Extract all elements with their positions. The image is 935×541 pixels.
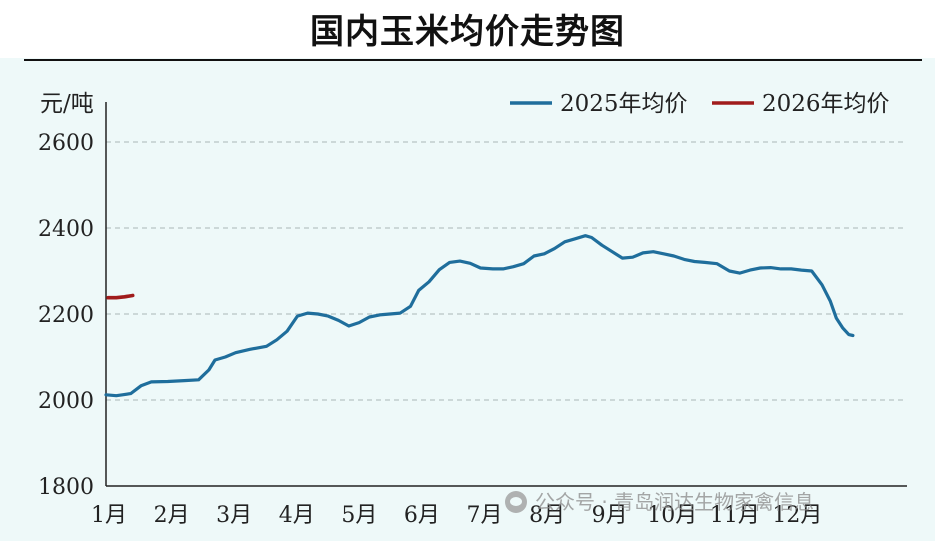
- y-tick-label: 2200: [38, 303, 94, 328]
- title-band: [0, 0, 935, 58]
- y-tick-label: 1800: [38, 475, 94, 500]
- x-tick-label: 11月: [710, 503, 760, 528]
- x-tick-label: 12月: [772, 503, 822, 528]
- legend-label: 2026年均价: [762, 91, 890, 117]
- legend-label: 2025年均价: [560, 91, 688, 117]
- x-tick-label: 8月: [529, 503, 565, 528]
- x-tick-label: 1月: [91, 503, 127, 528]
- wechat-icon: [505, 491, 527, 513]
- x-tick-label: 7月: [467, 503, 503, 528]
- watermark: 公众号 · 青岛润达生物家禽信息: [505, 486, 814, 515]
- y-axis-label: 元/吨: [40, 91, 94, 117]
- x-tick-label: 3月: [216, 503, 252, 528]
- title-rule: [24, 59, 922, 61]
- watermark-text: 公众号 · 青岛润达生物家禽信息: [535, 490, 815, 514]
- x-tick-label: 9月: [592, 503, 628, 528]
- x-tick-label: 6月: [404, 503, 440, 528]
- series-line-1: [104, 234, 855, 398]
- y-tick-label: 2000: [38, 389, 94, 414]
- y-tick-label: 2400: [38, 217, 94, 242]
- y-tick-label: 2600: [38, 131, 94, 156]
- x-tick-label: 5月: [341, 503, 377, 528]
- x-tick-label: 10月: [647, 503, 697, 528]
- chart-title: 国内玉米均价走势图: [310, 12, 625, 52]
- series-line-2: [106, 293, 135, 300]
- x-tick-label: 2月: [154, 503, 190, 528]
- x-tick-label: 4月: [279, 503, 315, 528]
